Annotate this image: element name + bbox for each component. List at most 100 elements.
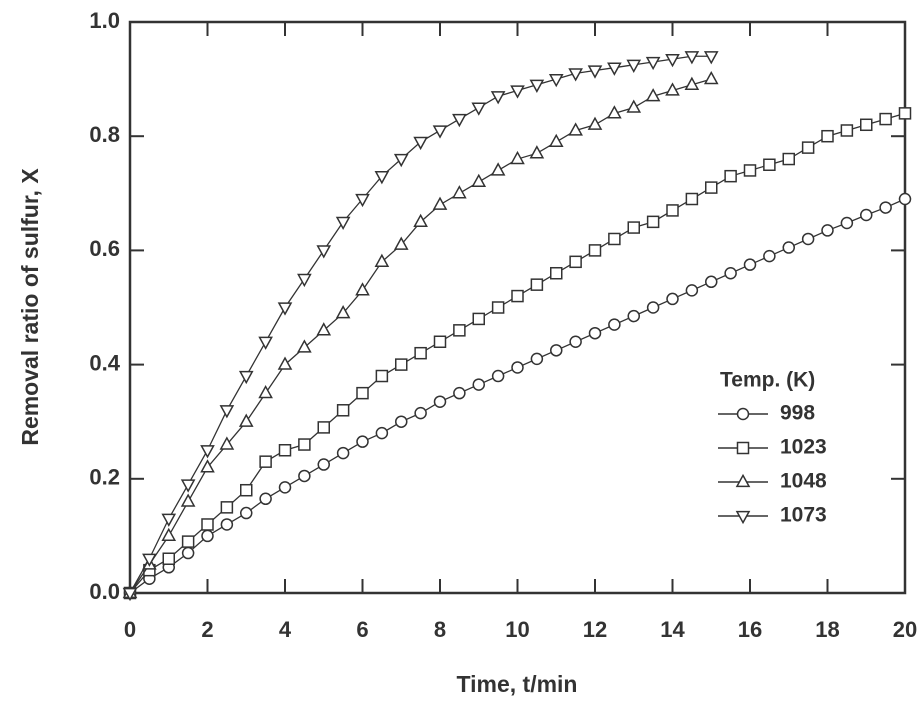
marker xyxy=(646,301,660,314)
marker xyxy=(763,249,776,263)
marker xyxy=(393,236,409,250)
marker xyxy=(413,213,428,227)
x-tick-label: 20 xyxy=(893,617,917,642)
marker xyxy=(626,99,642,113)
marker xyxy=(317,458,330,471)
marker xyxy=(684,51,700,65)
marker xyxy=(510,85,525,99)
marker xyxy=(356,435,369,448)
marker xyxy=(511,361,524,374)
marker xyxy=(879,112,892,126)
marker xyxy=(666,204,679,217)
marker xyxy=(432,125,448,139)
marker xyxy=(568,68,583,82)
marker xyxy=(162,552,175,565)
legend-label: 998 xyxy=(780,402,815,425)
marker xyxy=(490,91,506,105)
marker xyxy=(550,266,563,280)
marker xyxy=(879,201,892,214)
x-axis-label: Time, t/min xyxy=(457,671,578,697)
marker xyxy=(510,150,525,165)
marker xyxy=(453,386,466,400)
marker xyxy=(491,301,505,314)
marker xyxy=(763,158,776,171)
marker xyxy=(782,241,795,254)
marker xyxy=(860,208,873,222)
marker xyxy=(219,436,235,450)
marker xyxy=(220,501,234,514)
marker xyxy=(278,444,292,457)
marker xyxy=(705,275,718,289)
marker xyxy=(684,76,700,90)
marker xyxy=(240,506,253,520)
marker xyxy=(607,105,622,119)
marker xyxy=(433,395,447,408)
y-tick-label: 0.0 xyxy=(89,579,120,604)
marker xyxy=(743,164,757,177)
marker xyxy=(297,339,312,353)
marker xyxy=(587,65,603,79)
marker xyxy=(278,481,292,494)
marker xyxy=(490,162,506,176)
marker xyxy=(705,181,718,194)
marker xyxy=(530,352,544,366)
marker xyxy=(703,70,719,85)
marker xyxy=(724,169,737,183)
marker xyxy=(316,322,332,336)
marker xyxy=(161,513,177,527)
marker xyxy=(258,336,273,350)
legend-label: 1073 xyxy=(780,504,827,527)
y-tick-label: 0.6 xyxy=(89,236,120,261)
marker xyxy=(414,406,427,420)
y-tick-label: 0.2 xyxy=(89,465,120,490)
marker xyxy=(840,216,854,230)
marker xyxy=(548,73,564,88)
marker xyxy=(898,192,912,206)
marker xyxy=(181,535,195,548)
legend-marker xyxy=(736,407,750,421)
series-line xyxy=(129,198,906,594)
marker xyxy=(529,145,545,159)
marker xyxy=(666,292,679,306)
marker xyxy=(587,116,603,130)
marker xyxy=(298,438,311,451)
marker xyxy=(181,546,195,560)
marker xyxy=(588,244,602,257)
marker xyxy=(471,173,487,188)
marker xyxy=(472,312,485,326)
marker xyxy=(452,113,467,128)
marker xyxy=(724,266,737,280)
marker xyxy=(511,289,524,303)
marker xyxy=(201,518,214,531)
y-tick-label: 1.0 xyxy=(89,8,120,33)
legend-marker xyxy=(735,473,751,488)
marker xyxy=(298,469,311,483)
marker xyxy=(356,386,369,400)
marker xyxy=(200,459,215,473)
marker xyxy=(161,527,177,542)
x-tick-label: 6 xyxy=(356,617,368,642)
marker xyxy=(529,79,545,93)
marker xyxy=(685,284,699,297)
marker xyxy=(395,415,408,428)
marker xyxy=(608,232,621,246)
marker xyxy=(801,232,815,246)
marker xyxy=(860,118,873,132)
marker xyxy=(238,413,254,427)
marker xyxy=(375,426,389,440)
marker xyxy=(801,141,815,154)
marker xyxy=(840,124,854,137)
marker xyxy=(258,384,273,399)
x-tick-label: 8 xyxy=(434,617,446,642)
marker xyxy=(588,326,602,340)
marker xyxy=(374,253,390,267)
marker xyxy=(374,171,390,185)
marker xyxy=(627,221,640,234)
marker xyxy=(685,192,699,206)
marker xyxy=(220,518,234,531)
marker xyxy=(821,224,834,237)
marker xyxy=(550,344,563,357)
x-tick-label: 4 xyxy=(279,617,292,642)
marker xyxy=(317,421,330,434)
marker xyxy=(240,483,253,497)
